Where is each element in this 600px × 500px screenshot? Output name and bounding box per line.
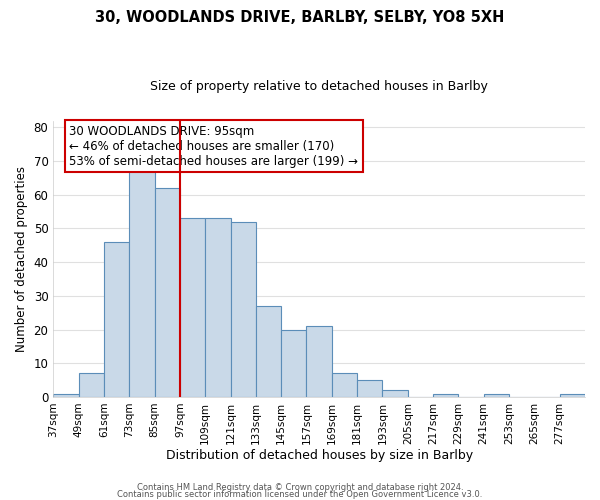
Bar	[104, 242, 129, 397]
Bar	[180, 218, 205, 397]
Bar	[382, 390, 408, 397]
Text: Contains public sector information licensed under the Open Government Licence v3: Contains public sector information licen…	[118, 490, 482, 499]
Bar	[129, 171, 155, 397]
Bar	[357, 380, 382, 397]
Bar	[79, 374, 104, 397]
Text: Contains HM Land Registry data © Crown copyright and database right 2024.: Contains HM Land Registry data © Crown c…	[137, 484, 463, 492]
Bar	[205, 218, 230, 397]
Y-axis label: Number of detached properties: Number of detached properties	[15, 166, 28, 352]
Bar	[560, 394, 585, 397]
Text: 30 WOODLANDS DRIVE: 95sqm
← 46% of detached houses are smaller (170)
53% of semi: 30 WOODLANDS DRIVE: 95sqm ← 46% of detac…	[69, 124, 358, 168]
Text: 30, WOODLANDS DRIVE, BARLBY, SELBY, YO8 5XH: 30, WOODLANDS DRIVE, BARLBY, SELBY, YO8 …	[95, 10, 505, 25]
Bar	[155, 188, 180, 397]
Bar	[53, 394, 79, 397]
Bar	[484, 394, 509, 397]
Bar	[256, 306, 281, 397]
Bar	[307, 326, 332, 397]
Bar	[281, 330, 307, 397]
Bar	[433, 394, 458, 397]
Title: Size of property relative to detached houses in Barlby: Size of property relative to detached ho…	[150, 80, 488, 93]
X-axis label: Distribution of detached houses by size in Barlby: Distribution of detached houses by size …	[166, 450, 473, 462]
Bar	[332, 374, 357, 397]
Bar	[230, 222, 256, 397]
